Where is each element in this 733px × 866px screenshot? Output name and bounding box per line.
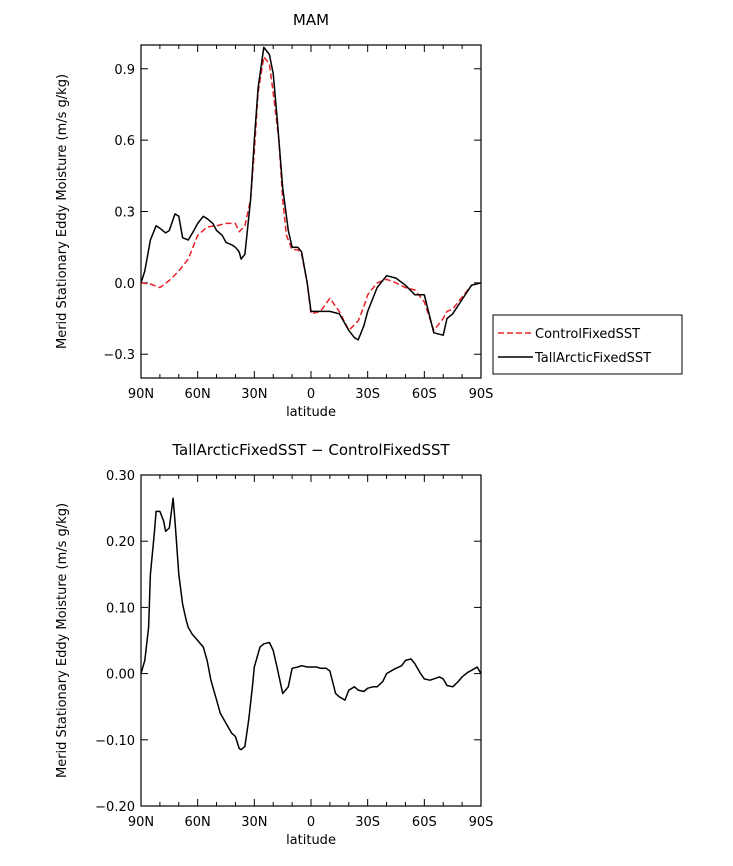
chart2-x-axis-label: latitude xyxy=(286,833,336,848)
chart2-y-tick-label: 0.00 xyxy=(106,668,135,683)
chart1-x-axis-label: latitude xyxy=(286,405,336,420)
chart1-x-tick-label: 30S xyxy=(355,387,380,402)
chart2-y-tick-label: 0.10 xyxy=(106,601,135,616)
chart1-y-tick-label: 0.3 xyxy=(114,206,135,221)
chart1-y-tick-label: 0.9 xyxy=(114,63,135,78)
chart2-plot-frame xyxy=(140,474,482,807)
chart2-x-tick-label: 60N xyxy=(185,815,211,830)
chart2-x-tick-label: 30S xyxy=(355,815,380,830)
chart2-y-tick-label: −0.10 xyxy=(95,734,135,749)
chart2-y-tick-label: 0.30 xyxy=(106,469,135,484)
chart2-y-tick-label: −0.20 xyxy=(95,800,135,815)
chart1-x-tick-label: 0 xyxy=(307,387,315,402)
chart2-title: TallArcticFixedSST − ControlFixedSST xyxy=(171,441,450,459)
chart1-legend-label: ControlFixedSST xyxy=(535,327,640,342)
chart2-y-axis-label: Merid Stationary Eddy Moisture (m/s g/kg… xyxy=(55,503,70,778)
chart2-x-tick-label: 90S xyxy=(469,815,494,830)
chart1-x-tick-label: 90N xyxy=(128,387,154,402)
chart2-x-tick-label: 30N xyxy=(241,815,267,830)
chart1-y-tick-label: 0.6 xyxy=(114,134,135,149)
chart1-y-tick-label: −0.3 xyxy=(103,348,135,363)
chart1-legend-label: TallArcticFixedSST xyxy=(534,351,651,366)
chart2-y-tick-label: 0.20 xyxy=(106,535,135,550)
chart1-legend-box xyxy=(492,314,683,375)
chart2-series-line-1 xyxy=(140,497,482,751)
chart1-x-tick-label: 60N xyxy=(185,387,211,402)
chart2-x-tick-label: 90N xyxy=(128,815,154,830)
chart1-y-tick-label: 0.0 xyxy=(114,277,135,292)
chart1-x-tick-label: 90S xyxy=(469,387,494,402)
chart1-y-axis-label: Merid Stationary Eddy Moisture (m/s g/kg… xyxy=(55,74,70,349)
chart2-x-tick-label: 60S xyxy=(412,815,437,830)
chart1-x-tick-label: 60S xyxy=(412,387,437,402)
chart1-series-line-tallarcticfixedsst xyxy=(140,46,482,341)
chart1-series-line-controlfixedsst xyxy=(140,56,482,332)
chart1-plot-frame xyxy=(140,44,482,379)
chart1-x-tick-label: 30N xyxy=(241,387,267,402)
chart2-x-tick-label: 0 xyxy=(307,815,315,830)
chart1-title: MAM xyxy=(293,11,329,29)
